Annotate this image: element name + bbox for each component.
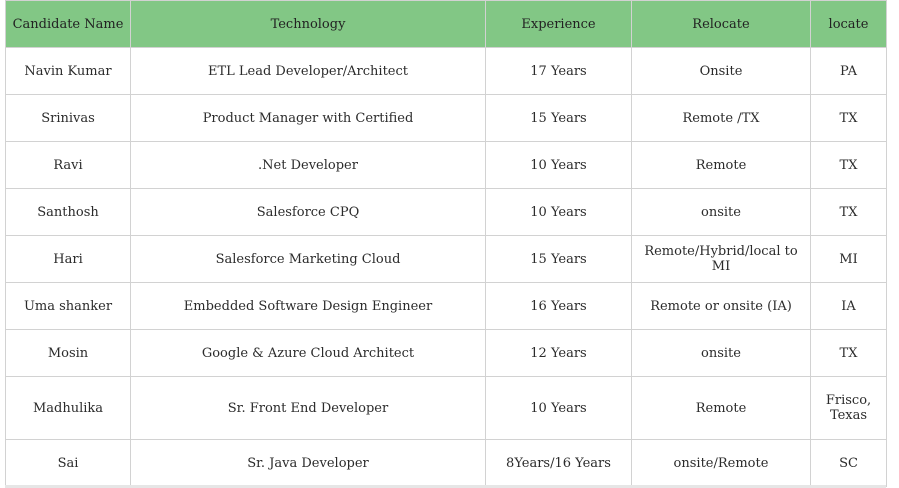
cell-experience: 10 Years (485, 188, 632, 236)
cell-relocate: onsite (631, 188, 811, 236)
header-experience: Experience (485, 0, 632, 48)
cell-locate: TX (810, 94, 887, 142)
candidate-table: Candidate Name Technology Experience Rel… (5, 0, 887, 487)
page-bottom-divider (5, 485, 886, 488)
cell-locate: TX (810, 141, 887, 189)
cell-candidate-name: Ravi (5, 141, 131, 189)
header-relocate: Relocate (631, 0, 811, 48)
header-technology: Technology (130, 0, 486, 48)
cell-relocate: Remote/Hybrid/local to MI (631, 235, 811, 283)
cell-technology: Salesforce CPQ (130, 188, 486, 236)
cell-locate: MI (810, 235, 887, 283)
cell-locate: TX (810, 188, 887, 236)
cell-candidate-name: Hari (5, 235, 131, 283)
cell-candidate-name: Uma shanker (5, 282, 131, 330)
cell-candidate-name: Sai (5, 439, 131, 487)
table-row: Santhosh Salesforce CPQ 10 Years onsite … (5, 188, 887, 236)
table-row: Navin Kumar ETL Lead Developer/Architect… (5, 47, 887, 95)
cell-technology: ETL Lead Developer/Architect (130, 47, 486, 95)
cell-relocate: Remote /TX (631, 94, 811, 142)
table-row: Uma shanker Embedded Software Design Eng… (5, 282, 887, 330)
cell-relocate: onsite/Remote (631, 439, 811, 487)
cell-experience: 17 Years (485, 47, 632, 95)
cell-technology: Google & Azure Cloud Architect (130, 329, 486, 377)
cell-relocate: Remote (631, 141, 811, 189)
cell-relocate: Onsite (631, 47, 811, 95)
cell-experience: 16 Years (485, 282, 632, 330)
table-row: Hari Salesforce Marketing Cloud 15 Years… (5, 235, 887, 283)
cell-relocate: Remote (631, 376, 811, 440)
cell-locate: SC (810, 439, 887, 487)
table-row: Mosin Google & Azure Cloud Architect 12 … (5, 329, 887, 377)
cell-locate: IA (810, 282, 887, 330)
cell-candidate-name: Mosin (5, 329, 131, 377)
cell-technology: .Net Developer (130, 141, 486, 189)
cell-technology: Sr. Java Developer (130, 439, 486, 487)
cell-technology: Product Manager with Certified (130, 94, 486, 142)
cell-experience: 8Years/16 Years (485, 439, 632, 487)
cell-locate: TX (810, 329, 887, 377)
cell-candidate-name: Santhosh (5, 188, 131, 236)
table-row: Madhulika Sr. Front End Developer 10 Yea… (5, 376, 887, 440)
cell-experience: 10 Years (485, 376, 632, 440)
table-header-row: Candidate Name Technology Experience Rel… (5, 0, 887, 48)
cell-experience: 10 Years (485, 141, 632, 189)
candidate-table-container: Candidate Name Technology Experience Rel… (5, 0, 887, 487)
table-row: Sai Sr. Java Developer 8Years/16 Years o… (5, 439, 887, 487)
cell-relocate: onsite (631, 329, 811, 377)
cell-locate: Frisco, Texas (810, 376, 887, 440)
header-candidate-name: Candidate Name (5, 0, 131, 48)
table-row: Ravi .Net Developer 10 Years Remote TX (5, 141, 887, 189)
cell-experience: 15 Years (485, 94, 632, 142)
cell-technology: Salesforce Marketing Cloud (130, 235, 486, 283)
cell-technology: Sr. Front End Developer (130, 376, 486, 440)
cell-technology: Embedded Software Design Engineer (130, 282, 486, 330)
header-locate: locate (810, 0, 887, 48)
cell-candidate-name: Srinivas (5, 94, 131, 142)
cell-locate: PA (810, 47, 887, 95)
cell-candidate-name: Navin Kumar (5, 47, 131, 95)
cell-candidate-name: Madhulika (5, 376, 131, 440)
cell-relocate: Remote or onsite (IA) (631, 282, 811, 330)
table-row: Srinivas Product Manager with Certified … (5, 94, 887, 142)
cell-experience: 12 Years (485, 329, 632, 377)
cell-experience: 15 Years (485, 235, 632, 283)
